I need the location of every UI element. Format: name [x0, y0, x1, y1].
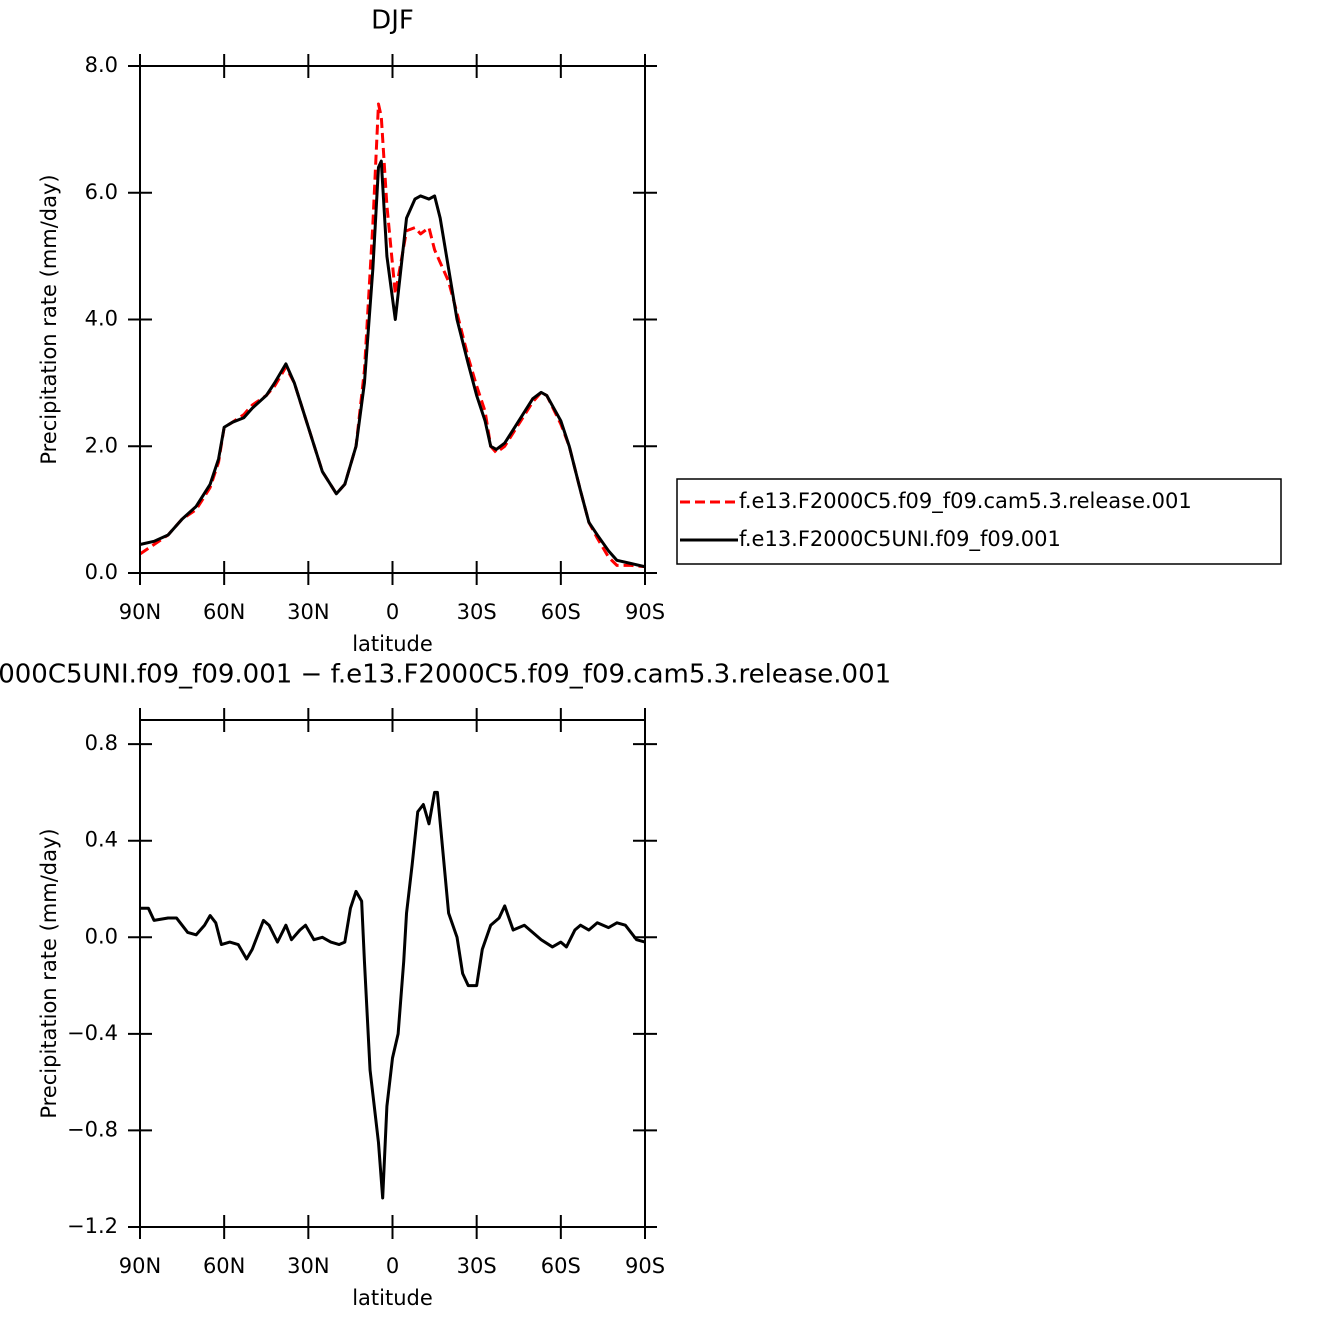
data-line	[139, 159, 646, 569]
x-tick-label: 60S	[541, 1254, 581, 1278]
legend-box	[676, 478, 1282, 565]
plot-frame	[139, 65, 646, 574]
y-axis-label: Precipitation rate (mm/day)	[37, 828, 61, 1118]
x-tick-label: 30N	[287, 600, 329, 624]
y-tick-label: 6.0	[85, 180, 118, 204]
y-tick-label: 0.0	[85, 560, 118, 584]
legend-label: f.e13.F2000C5.f09_f09.cam5.3.release.001	[739, 489, 1192, 514]
y-tick-label: 0.8	[85, 731, 118, 755]
x-tick-label: 90S	[625, 1254, 665, 1278]
x-tick-label: 60N	[203, 1254, 245, 1278]
x-tick-label: 60S	[541, 600, 581, 624]
x-tick-label: 90S	[625, 600, 665, 624]
x-tick-label: 30S	[457, 1254, 497, 1278]
x-tick-label: 60N	[203, 600, 245, 624]
x-tick-label: 0	[386, 1254, 399, 1278]
data-line	[140, 790, 646, 1200]
x-tick-label: 90N	[119, 600, 161, 624]
plot-frame	[139, 719, 646, 1228]
y-tick-label: 4.0	[85, 307, 118, 331]
chart-title: f.e13.F2000C5UNI.f09_f09.001 − f.e13.F20…	[0, 660, 891, 690]
x-axis-label: latitude	[352, 632, 433, 656]
y-tick-label: 0.4	[85, 828, 118, 852]
y-tick-label: −0.8	[67, 1117, 118, 1141]
y-tick-label: 2.0	[85, 433, 118, 457]
legend-label: f.e13.F2000C5UNI.f09_f09.001	[739, 527, 1061, 552]
data-line	[139, 102, 646, 569]
y-tick-label: 0.0	[85, 924, 118, 948]
x-tick-label: 30N	[287, 1254, 329, 1278]
chart-title: DJF	[371, 6, 414, 36]
x-tick-label: 90N	[119, 1254, 161, 1278]
y-tick-label: 8.0	[85, 53, 118, 77]
x-axis-label: latitude	[352, 1286, 433, 1310]
x-tick-label: 30S	[457, 600, 497, 624]
y-axis-label: Precipitation rate (mm/day)	[37, 174, 61, 464]
x-tick-label: 0	[386, 600, 399, 624]
y-tick-label: −0.4	[67, 1021, 118, 1045]
y-tick-label: −1.2	[67, 1214, 118, 1238]
